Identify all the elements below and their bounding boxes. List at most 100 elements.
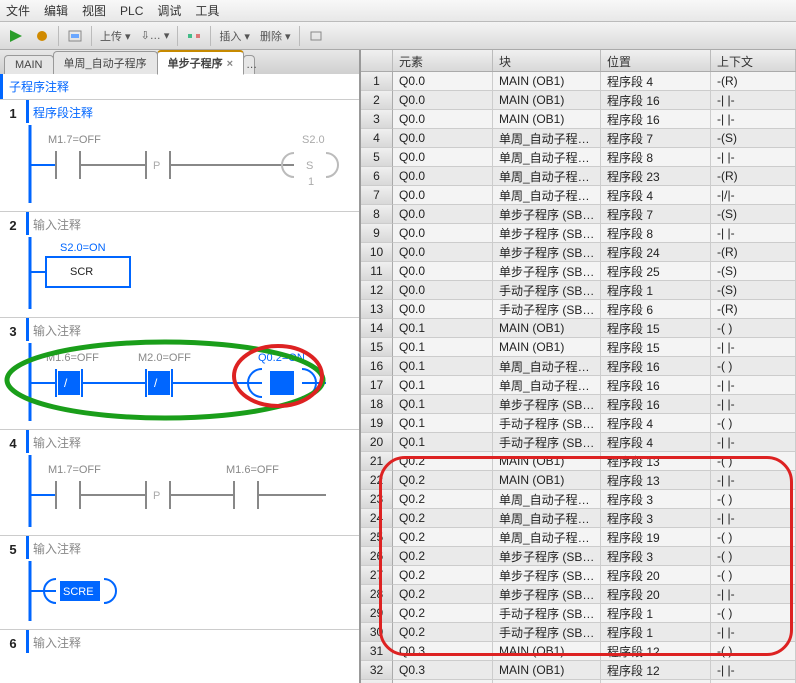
table-row[interactable]: 25Q0.2单周_自动子程…程序段 19-( ): [361, 528, 796, 547]
upload-button[interactable]: 上传 ▾: [96, 28, 135, 44]
cell-context: -| |-: [711, 433, 796, 452]
table-row[interactable]: 21Q0.2MAIN (OB1)程序段 13-( ): [361, 452, 796, 471]
menu-edit[interactable]: 编辑: [44, 2, 68, 19]
table-row[interactable]: 17Q0.1单周_自动子程…程序段 16-| |-: [361, 376, 796, 395]
table-row[interactable]: 26Q0.2单步子程序 (SB…程序段 3-( ): [361, 547, 796, 566]
col-block[interactable]: 块: [493, 50, 601, 71]
table-row[interactable]: 2Q0.0MAIN (OB1)程序段 16-| |-: [361, 91, 796, 110]
cell-element: Q0.3: [393, 642, 493, 661]
status-button[interactable]: [63, 25, 87, 47]
cell-context: -| |-: [711, 395, 796, 414]
row-index: 8: [361, 205, 393, 224]
table-row[interactable]: 4Q0.0单周_自动子程…程序段 7-(S): [361, 129, 796, 148]
table-row[interactable]: 12Q0.0手动子程序 (SB…程序段 1-(S): [361, 281, 796, 300]
cell-element: Q0.2: [393, 490, 493, 509]
xref-pane: 元素 块 位置 上下文 1Q0.0MAIN (OB1)程序段 4-(R)2Q0.…: [360, 50, 796, 683]
table-row[interactable]: 11Q0.0单步子程序 (SB…程序段 25-(S): [361, 262, 796, 281]
network-3[interactable]: 3 输入注释 M1.6=OFF /: [0, 317, 359, 429]
col-index[interactable]: [361, 50, 393, 71]
row-index: 31: [361, 642, 393, 661]
cell-block: MAIN (OB1): [493, 91, 601, 110]
table-row[interactable]: 29Q0.2手动子程序 (SB…程序段 1-( ): [361, 604, 796, 623]
network-6[interactable]: 6 输入注释: [0, 629, 359, 653]
cell-context: -|/|-: [711, 186, 796, 205]
cell-block: MAIN (OB1): [493, 319, 601, 338]
cell-element: Q0.1: [393, 433, 493, 452]
table-row[interactable]: 28Q0.2单步子程序 (SB…程序段 20-| |-: [361, 585, 796, 604]
network-2[interactable]: 2 输入注释 S2.0=ON SCR: [0, 211, 359, 317]
table-row[interactable]: 3Q0.0MAIN (OB1)程序段 16-| |-: [361, 110, 796, 129]
menu-plc[interactable]: PLC: [120, 4, 143, 18]
table-row[interactable]: 22Q0.2MAIN (OB1)程序段 13-| |-: [361, 471, 796, 490]
network-number: 5: [0, 536, 26, 559]
menu-tools[interactable]: 工具: [195, 2, 219, 19]
table-row[interactable]: 9Q0.0单步子程序 (SB…程序段 8-| |-: [361, 224, 796, 243]
table-row[interactable]: 5Q0.0单周_自动子程…程序段 8-| |-: [361, 148, 796, 167]
stop-button[interactable]: [30, 25, 54, 47]
table-row[interactable]: 27Q0.2单步子程序 (SB…程序段 20-( ): [361, 566, 796, 585]
table-row[interactable]: 16Q0.1单周_自动子程…程序段 16-( ): [361, 357, 796, 376]
table-row[interactable]: 24Q0.2单周_自动子程…程序段 3-| |-: [361, 509, 796, 528]
tab-step[interactable]: 单步子程序×: [157, 50, 244, 75]
network-comment: 输入注释: [26, 430, 359, 453]
table-row[interactable]: 6Q0.0单周_自动子程…程序段 23-(R): [361, 167, 796, 186]
col-element[interactable]: 元素: [393, 50, 493, 71]
menu-file[interactable]: 文件: [6, 2, 30, 19]
delete-button[interactable]: 删除 ▾: [256, 28, 295, 44]
cell-position: 程序段 3: [601, 547, 711, 566]
cell-block: 手动子程序 (SB…: [493, 433, 601, 452]
network-4[interactable]: 4 输入注释 M1.7=OFF P M1.: [0, 429, 359, 535]
table-row[interactable]: 14Q0.1MAIN (OB1)程序段 15-( ): [361, 319, 796, 338]
cell-position: 程序段 1: [601, 281, 711, 300]
network-comment: 程序段注释: [26, 100, 359, 123]
table-row[interactable]: 19Q0.1手动子程序 (SB…程序段 4-( ): [361, 414, 796, 433]
toolbar-icon-1[interactable]: [182, 25, 206, 47]
cell-context: -( ): [711, 642, 796, 661]
row-index: 22: [361, 471, 393, 490]
cell-block: 单步子程序 (SB…: [493, 566, 601, 585]
table-row[interactable]: 18Q0.1单步子程序 (SB…程序段 16-| |-: [361, 395, 796, 414]
xref-rows[interactable]: 1Q0.0MAIN (OB1)程序段 4-(R)2Q0.0MAIN (OB1)程…: [361, 72, 796, 683]
menu-debug[interactable]: 调试: [157, 2, 181, 19]
svg-text:P: P: [153, 160, 160, 172]
table-row[interactable]: 20Q0.1手动子程序 (SB…程序段 4-| |-: [361, 433, 796, 452]
cell-element: Q0.1: [393, 319, 493, 338]
table-row[interactable]: 13Q0.0手动子程序 (SB…程序段 6-(R): [361, 300, 796, 319]
table-row[interactable]: 10Q0.0单步子程序 (SB…程序段 24-(R): [361, 243, 796, 262]
cell-position: 程序段 20: [601, 566, 711, 585]
insert-button[interactable]: 插入 ▾: [215, 28, 254, 44]
network-1[interactable]: 1 程序段注释 M1.7=OFF P S2: [0, 99, 359, 211]
cell-element: Q0.0: [393, 148, 493, 167]
table-row[interactable]: 23Q0.2单周_自动子程…程序段 3-( ): [361, 490, 796, 509]
toolbar-icon-2[interactable]: [304, 25, 328, 47]
cell-position: 程序段 13: [601, 452, 711, 471]
cell-block: 单周_自动子程…: [493, 167, 601, 186]
menu-view[interactable]: 视图: [82, 2, 106, 19]
table-row[interactable]: 32Q0.3MAIN (OB1)程序段 12-| |-: [361, 661, 796, 680]
run-button[interactable]: [4, 25, 28, 47]
tab-auto[interactable]: 单周_自动子程序: [53, 51, 158, 74]
network-number: 2: [0, 212, 26, 235]
cell-element: Q0.0: [393, 110, 493, 129]
network-5[interactable]: 5 输入注释 SCRE: [0, 535, 359, 629]
coil-label: Q0.2=ON: [258, 352, 305, 364]
col-context[interactable]: 上下文: [711, 50, 796, 71]
tab-main[interactable]: MAIN: [4, 55, 54, 74]
table-row[interactable]: 30Q0.2手动子程序 (SB…程序段 1-| |-: [361, 623, 796, 642]
cell-block: 单步子程序 (SB…: [493, 205, 601, 224]
cell-context: -| |-: [711, 338, 796, 357]
row-index: 7: [361, 186, 393, 205]
network-comment: 输入注释: [26, 212, 359, 235]
col-position[interactable]: 位置: [601, 50, 711, 71]
row-index: 17: [361, 376, 393, 395]
cell-position: 程序段 8: [601, 148, 711, 167]
ladder-body[interactable]: 子程序注释 1 程序段注释 M1.7=OFF: [0, 74, 359, 683]
close-icon[interactable]: ×: [227, 58, 233, 70]
table-row[interactable]: 15Q0.1MAIN (OB1)程序段 15-| |-: [361, 338, 796, 357]
table-row[interactable]: 1Q0.0MAIN (OB1)程序段 4-(R): [361, 72, 796, 91]
download-button[interactable]: ⇩… ▾: [137, 29, 174, 42]
table-row[interactable]: 7Q0.0单周_自动子程…程序段 4-|/|-: [361, 186, 796, 205]
table-row[interactable]: 8Q0.0单步子程序 (SB…程序段 7-(S): [361, 205, 796, 224]
cell-context: -( ): [711, 547, 796, 566]
table-row[interactable]: 31Q0.3MAIN (OB1)程序段 12-( ): [361, 642, 796, 661]
